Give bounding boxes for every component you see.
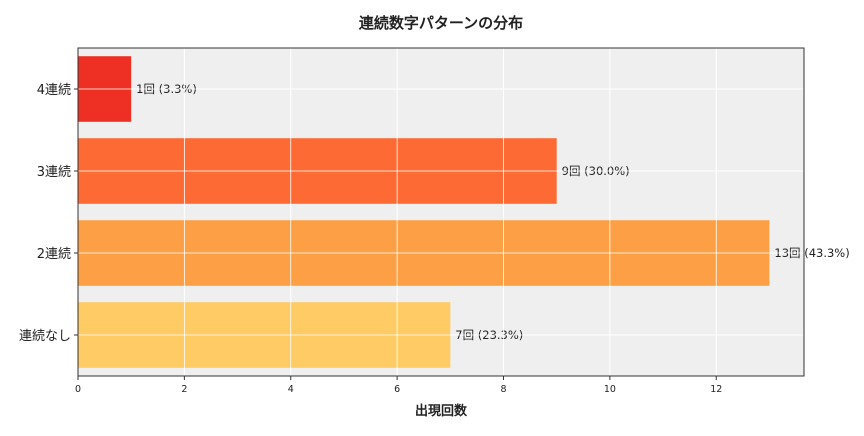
y-tick-label: 3連続: [37, 165, 71, 180]
y-tick-label: 連続なし: [19, 329, 71, 344]
chart-title: 連続数字パターンの分布: [359, 14, 523, 32]
x-tick-label: 0: [75, 384, 81, 395]
x-tick-label: 2: [181, 384, 187, 395]
y-tick-label: 4連続: [37, 83, 71, 98]
x-tick-label: 4: [288, 384, 294, 395]
bars: 7回 (23.3%)13回 (43.3%)9回 (30.0%)1回 (3.3%): [77, 48, 850, 376]
x-tick-label: 6: [394, 384, 400, 395]
y-tick-label: 2連続: [37, 247, 71, 262]
x-tick-label: 8: [500, 384, 506, 395]
y-axis: 連続なし 2連続 3連続 4連続: [19, 83, 78, 344]
x-axis: 0 2 4 6 8 10 12: [75, 376, 722, 395]
x-axis-label: 出現回数: [415, 403, 468, 419]
plot-frame: [77, 47, 805, 377]
data-label: 13回 (43.3%): [774, 246, 849, 260]
x-tick-label: 10: [604, 384, 616, 395]
x-tick-label: 12: [710, 384, 722, 395]
